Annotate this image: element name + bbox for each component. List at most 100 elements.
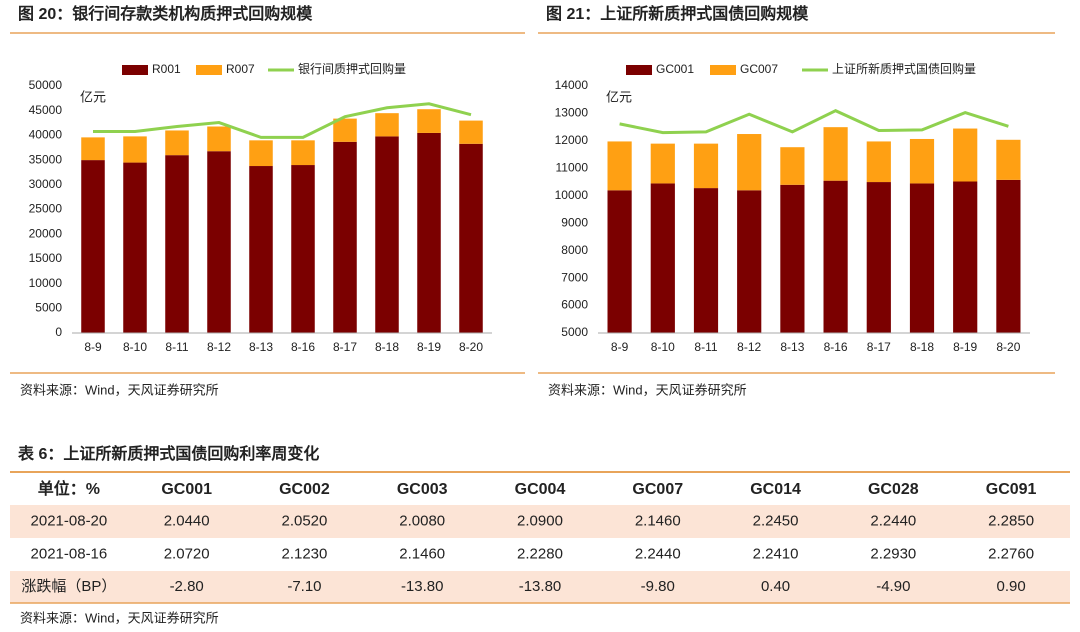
bar bbox=[417, 132, 441, 333]
bar bbox=[333, 141, 357, 333]
bar bbox=[249, 140, 273, 167]
table-header: GC091 bbox=[986, 481, 1037, 498]
x-tick-label: 8-17 bbox=[867, 340, 891, 354]
table-header: GC004 bbox=[515, 481, 566, 498]
table-cell: 2.2760 bbox=[988, 545, 1034, 562]
table-cell: -9.80 bbox=[641, 578, 675, 595]
table-header: GC014 bbox=[750, 481, 801, 498]
x-tick-label: 8-20 bbox=[996, 340, 1020, 354]
y-tick-label: 7000 bbox=[561, 270, 588, 284]
table-cell: 2.0720 bbox=[164, 545, 210, 562]
y-tick-label: 5000 bbox=[561, 325, 588, 339]
x-tick-label: 8-9 bbox=[84, 340, 102, 354]
y-tick-label: 10000 bbox=[555, 188, 589, 202]
table-cell: 2.0440 bbox=[164, 512, 210, 529]
bar bbox=[123, 162, 147, 333]
bar bbox=[123, 136, 147, 163]
source: 资料来源：Wind，天风证券研究所 bbox=[20, 382, 219, 397]
table-cell: -2.80 bbox=[170, 578, 204, 595]
bar bbox=[459, 143, 483, 333]
table-header: GC028 bbox=[868, 481, 919, 498]
y-unit: 亿元 bbox=[80, 89, 106, 104]
bar bbox=[607, 190, 632, 333]
y-tick-label: 20000 bbox=[29, 226, 63, 240]
table-cell: 2.2410 bbox=[753, 545, 799, 562]
bar bbox=[165, 130, 189, 156]
table-cell: 0.40 bbox=[761, 578, 790, 595]
table-cell: 2.1230 bbox=[281, 545, 327, 562]
source: 资料来源：Wind，天风证券研究所 bbox=[548, 382, 747, 397]
x-tick-label: 8-20 bbox=[459, 340, 483, 354]
line bbox=[93, 102, 472, 139]
y-tick-label: 40000 bbox=[29, 128, 63, 142]
table-cell: 2.0520 bbox=[281, 512, 327, 529]
legend-swatch bbox=[626, 65, 652, 75]
bar bbox=[81, 137, 105, 161]
y-tick-label: 0 bbox=[55, 325, 62, 339]
legend-label: 上证所新质押式国债回购量 bbox=[832, 61, 976, 76]
table-cell: -13.80 bbox=[519, 578, 562, 595]
table-cell: 2.2450 bbox=[753, 512, 799, 529]
table-cell: -4.90 bbox=[876, 578, 910, 595]
y-tick-label: 30000 bbox=[29, 177, 63, 191]
y-tick-label: 13000 bbox=[555, 106, 589, 120]
legend-swatch bbox=[122, 65, 148, 75]
x-tick-label: 8-11 bbox=[165, 340, 188, 354]
y-tick-label: 12000 bbox=[555, 133, 589, 147]
table-cell: 涨跌幅（BP） bbox=[21, 578, 116, 595]
bar bbox=[909, 183, 935, 333]
x-tick-label: 8-18 bbox=[910, 340, 934, 354]
y-tick-label: 14000 bbox=[555, 78, 589, 92]
x-tick-label: 8-10 bbox=[123, 340, 147, 354]
table-cell: -7.10 bbox=[287, 578, 321, 595]
x-tick-label: 8-9 bbox=[611, 340, 629, 354]
bar bbox=[650, 143, 675, 184]
row-bg bbox=[10, 505, 1070, 538]
y-unit: 亿元 bbox=[606, 89, 632, 104]
table-source: 资料来源：Wind，天风证券研究所 bbox=[20, 610, 219, 625]
bar bbox=[866, 182, 891, 333]
y-tick-label: 9000 bbox=[561, 215, 588, 229]
legend-label: 银行间质押式回购量 bbox=[298, 61, 406, 76]
bar bbox=[459, 120, 483, 144]
bar bbox=[996, 139, 1021, 180]
bar bbox=[693, 188, 719, 333]
x-tick-label: 8-17 bbox=[333, 340, 357, 354]
bar bbox=[823, 180, 848, 333]
bar bbox=[737, 190, 762, 333]
y-tick-label: 35000 bbox=[29, 152, 63, 166]
legend-swatch bbox=[710, 65, 736, 75]
y-tick-label: 25000 bbox=[29, 202, 63, 216]
table-cell: -13.80 bbox=[401, 578, 444, 595]
table-cell: 2.2930 bbox=[870, 545, 916, 562]
y-tick-label: 45000 bbox=[29, 103, 63, 117]
bar bbox=[780, 184, 805, 333]
table-cell: 0.90 bbox=[997, 578, 1026, 595]
legend-swatch bbox=[196, 65, 222, 75]
bar bbox=[333, 118, 357, 142]
table-title: 表 6：上证所新质押式国债回购利率周变化 bbox=[17, 444, 319, 463]
table-cell: 2.1460 bbox=[399, 545, 445, 562]
bar bbox=[375, 113, 399, 137]
x-tick-label: 8-12 bbox=[737, 340, 761, 354]
table-cell: 2021-08-20 bbox=[31, 512, 108, 529]
bar bbox=[780, 147, 805, 185]
bar bbox=[81, 160, 105, 333]
x-tick-label: 8-16 bbox=[824, 340, 848, 354]
x-tick-label: 8-12 bbox=[207, 340, 231, 354]
table-header: GC007 bbox=[632, 481, 683, 498]
x-tick-label: 8-19 bbox=[953, 340, 977, 354]
y-tick-label: 50000 bbox=[29, 78, 63, 92]
bar bbox=[996, 179, 1021, 333]
table-header: GC001 bbox=[161, 481, 212, 498]
bar bbox=[375, 136, 399, 333]
legend-label: R007 bbox=[226, 62, 255, 76]
bar bbox=[291, 165, 315, 333]
x-tick-label: 8-10 bbox=[651, 340, 675, 354]
bar bbox=[693, 143, 719, 189]
x-tick-label: 8-16 bbox=[291, 340, 315, 354]
bar bbox=[823, 127, 848, 181]
line bbox=[619, 109, 1009, 135]
table-cell: 2.1460 bbox=[635, 512, 681, 529]
